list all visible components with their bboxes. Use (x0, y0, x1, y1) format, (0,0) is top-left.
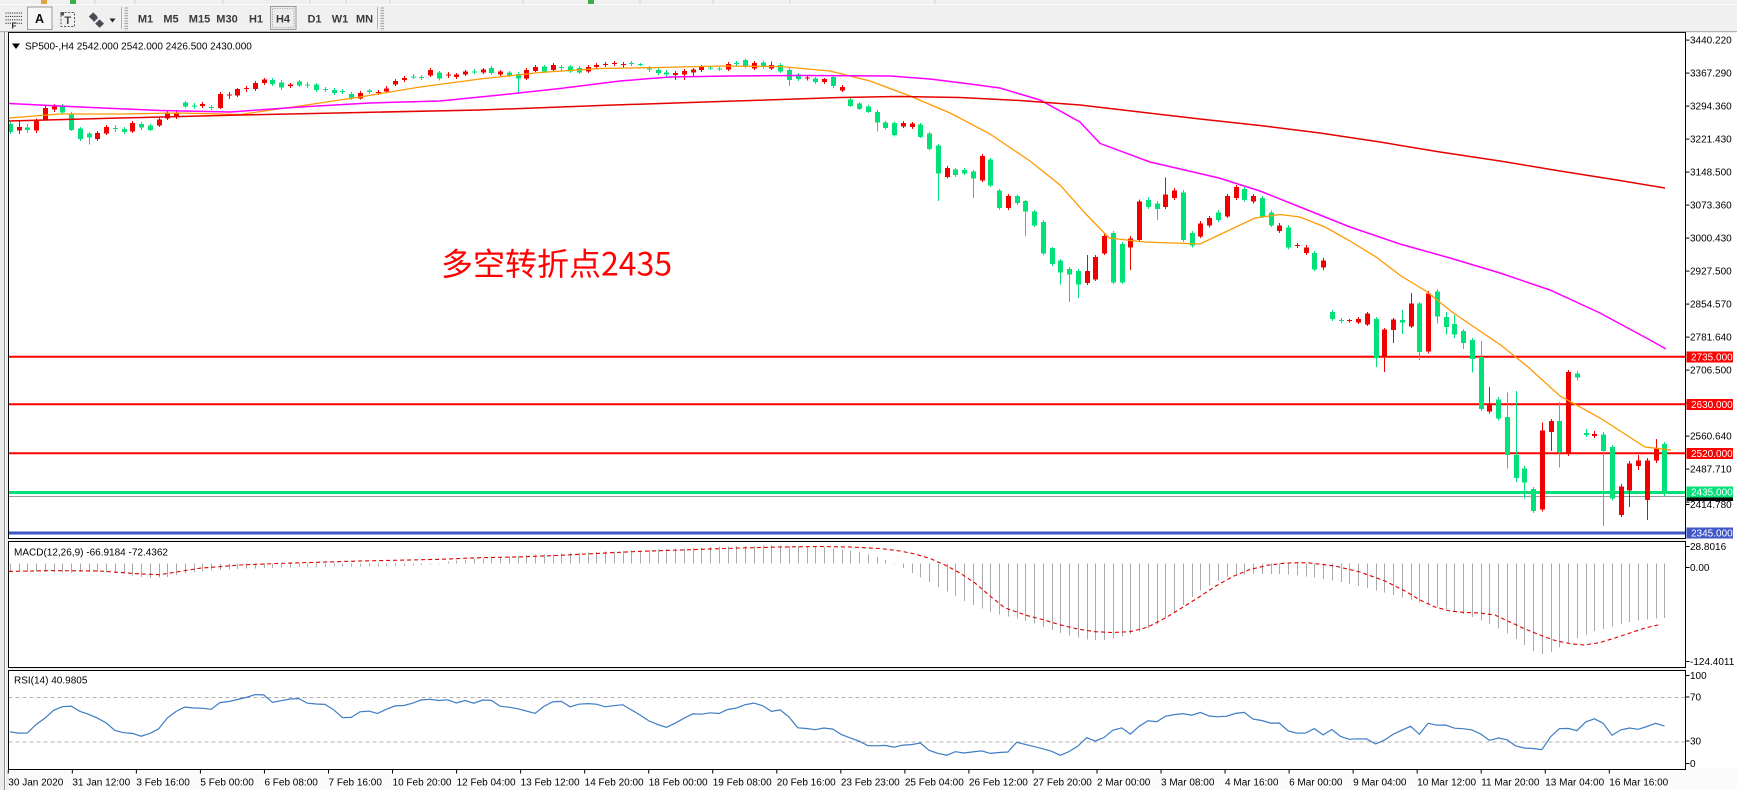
svg-text:6 Feb 08:00: 6 Feb 08:00 (264, 778, 318, 789)
svg-text:13 Feb 12:00: 13 Feb 12:00 (521, 778, 580, 789)
svg-text:3367.290: 3367.290 (1690, 69, 1732, 80)
svg-text:6 Mar 00:00: 6 Mar 00:00 (1289, 778, 1343, 789)
svg-text:D1: D1 (307, 14, 321, 26)
svg-text:9 Mar 04:00: 9 Mar 04:00 (1353, 778, 1407, 789)
svg-text:4 Mar 16:00: 4 Mar 16:00 (1225, 778, 1279, 789)
svg-text:-124.4011: -124.4011 (1690, 657, 1735, 668)
svg-text:30: 30 (1690, 737, 1702, 748)
svg-text:M30: M30 (216, 14, 237, 26)
svg-text:70: 70 (1690, 693, 1702, 704)
svg-text:18 Feb 00:00: 18 Feb 00:00 (649, 778, 708, 789)
svg-text:3440.220: 3440.220 (1690, 36, 1732, 47)
svg-text:2735.000: 2735.000 (1691, 353, 1733, 364)
svg-text:3000.430: 3000.430 (1690, 234, 1732, 245)
svg-text:12 Feb 04:00: 12 Feb 04:00 (457, 778, 516, 789)
svg-text:31 Jan 12:00: 31 Jan 12:00 (72, 778, 130, 789)
svg-text:0: 0 (1690, 759, 1696, 770)
svg-text:23 Feb 23:00: 23 Feb 23:00 (841, 778, 900, 789)
svg-text:13 Mar 04:00: 13 Mar 04:00 (1545, 778, 1604, 789)
svg-text:SP500-,H4 2542.000 2542.000 2: SP500-,H4 2542.000 2542.000 2426.500 243… (25, 42, 252, 53)
svg-text:26 Feb 12:00: 26 Feb 12:00 (969, 778, 1028, 789)
svg-text:3221.430: 3221.430 (1690, 135, 1732, 146)
svg-text:RSI(14) 40.9805: RSI(14) 40.9805 (14, 676, 88, 687)
svg-text:M15: M15 (189, 14, 210, 26)
svg-text:MN: MN (356, 14, 373, 26)
svg-text:2560.640: 2560.640 (1690, 432, 1732, 443)
svg-text:100: 100 (1690, 671, 1707, 682)
svg-text:30 Jan 2020: 30 Jan 2020 (8, 778, 63, 789)
svg-text:A: A (35, 12, 44, 26)
svg-text:25 Feb 04:00: 25 Feb 04:00 (905, 778, 964, 789)
svg-text:20 Feb 16:00: 20 Feb 16:00 (777, 778, 836, 789)
svg-text:2 Mar 00:00: 2 Mar 00:00 (1097, 778, 1151, 789)
svg-text:2706.500: 2706.500 (1690, 366, 1732, 377)
svg-text:11 Mar 20:00: 11 Mar 20:00 (1481, 778, 1540, 789)
svg-text:3073.360: 3073.360 (1690, 201, 1732, 212)
svg-text:2435.000: 2435.000 (1691, 488, 1733, 499)
svg-text:2630.000: 2630.000 (1691, 400, 1733, 411)
svg-text:MACD(12,26,9) -66.9184 -72.436: MACD(12,26,9) -66.9184 -72.4362 (14, 548, 168, 559)
svg-text:M1: M1 (138, 14, 153, 26)
svg-text:14 Feb 20:00: 14 Feb 20:00 (585, 778, 644, 789)
svg-text:H1: H1 (249, 14, 263, 26)
svg-text:M5: M5 (163, 14, 178, 26)
svg-text:2345.000: 2345.000 (1691, 529, 1733, 540)
svg-text:T: T (64, 15, 71, 27)
svg-text:10 Feb 20:00: 10 Feb 20:00 (393, 778, 452, 789)
svg-text:27 Feb 20:00: 27 Feb 20:00 (1033, 778, 1092, 789)
svg-text:W1: W1 (332, 14, 349, 26)
svg-text:2520.000: 2520.000 (1691, 449, 1733, 460)
svg-text:3 Mar 08:00: 3 Mar 08:00 (1161, 778, 1215, 789)
svg-text:H4: H4 (276, 14, 291, 26)
svg-text:2487.710: 2487.710 (1690, 465, 1732, 476)
svg-text:5 Feb 00:00: 5 Feb 00:00 (200, 778, 254, 789)
svg-text:19 Feb 08:00: 19 Feb 08:00 (713, 778, 772, 789)
svg-text:2854.570: 2854.570 (1690, 300, 1732, 311)
svg-text:0.00: 0.00 (1690, 563, 1710, 574)
svg-text:3 Feb 16:00: 3 Feb 16:00 (136, 778, 190, 789)
svg-text:2414.780: 2414.780 (1690, 500, 1732, 511)
svg-text:7 Feb 16:00: 7 Feb 16:00 (329, 778, 383, 789)
svg-text:28.8016: 28.8016 (1690, 542, 1727, 553)
svg-text:F: F (12, 22, 17, 31)
svg-text:2927.500: 2927.500 (1690, 267, 1732, 278)
svg-text:3148.500: 3148.500 (1690, 168, 1732, 179)
svg-text:2781.640: 2781.640 (1690, 333, 1732, 344)
svg-text:10 Mar 12:00: 10 Mar 12:00 (1417, 778, 1476, 789)
svg-text:16 Mar 16:00: 16 Mar 16:00 (1609, 778, 1668, 789)
svg-text:3294.360: 3294.360 (1690, 102, 1732, 113)
